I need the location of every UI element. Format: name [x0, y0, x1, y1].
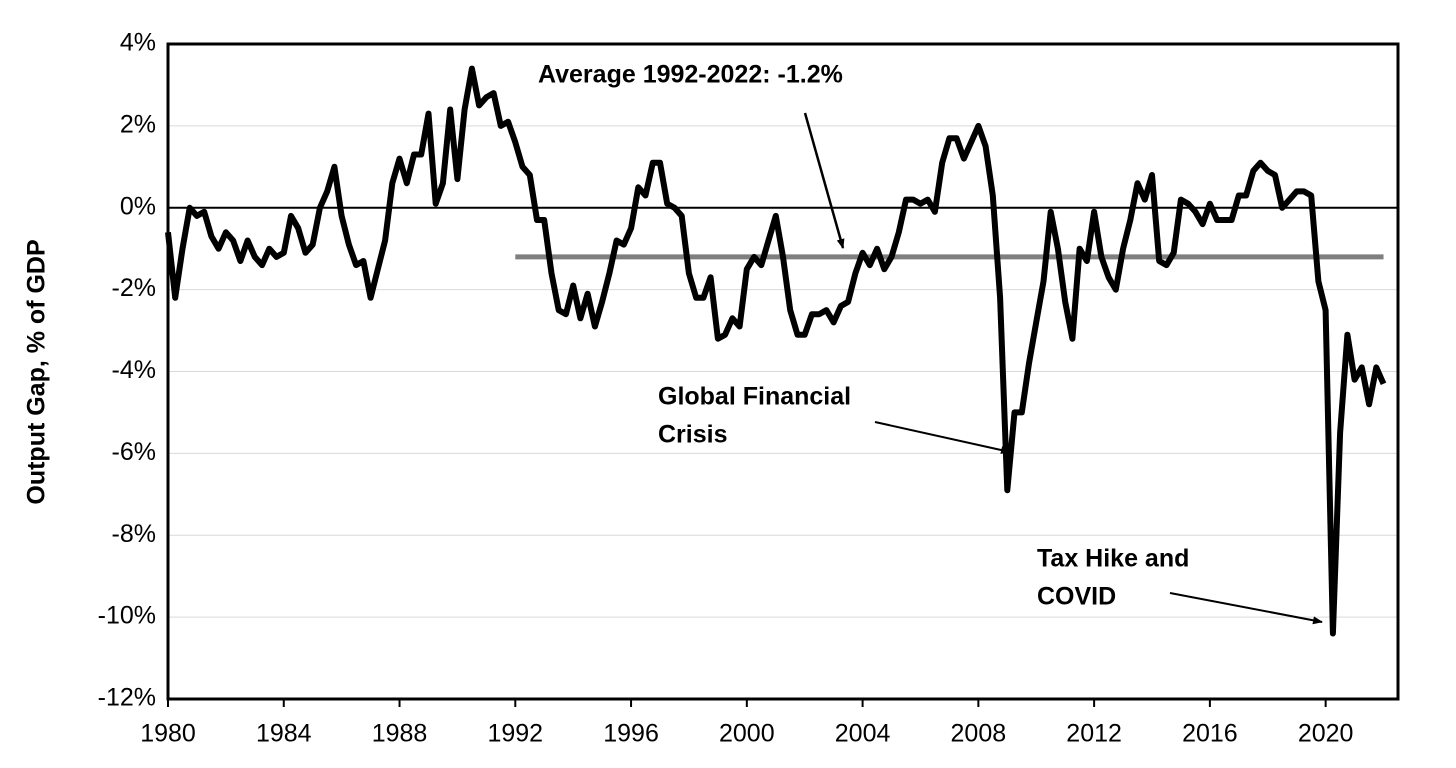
- y-tick-label: 2%: [120, 110, 156, 138]
- y-tick-label: 4%: [120, 29, 156, 57]
- x-tick-label: 2020: [1298, 720, 1354, 748]
- annotation: COVID: [1037, 583, 1116, 611]
- y-tick-label: -6%: [112, 438, 156, 466]
- x-tick-label: 2016: [1182, 720, 1238, 748]
- x-tick-label: 2008: [951, 720, 1007, 748]
- x-tick-label: 1984: [256, 720, 312, 748]
- annotation: Crisis: [658, 421, 727, 449]
- x-tick-label: 1988: [372, 720, 428, 748]
- arrow: [803, 112, 845, 249]
- x-tick-label: 1996: [603, 720, 659, 748]
- y-tick-label: -8%: [112, 520, 156, 548]
- x-tick-label: 2004: [835, 720, 891, 748]
- x-tick-label: 2000: [719, 720, 775, 748]
- arrow: [1169, 592, 1323, 625]
- x-tick-label: 1992: [487, 720, 543, 748]
- plot-frame: [166, 42, 1400, 701]
- x-tick-label: 2012: [1066, 720, 1122, 748]
- data-line: [165, 65, 1387, 637]
- annotation: Global Financial: [658, 383, 851, 411]
- annotation: Tax Hike and: [1037, 545, 1189, 573]
- y-axis-label: Output Gap, % of GDP: [23, 239, 51, 504]
- y-tick-label: -12%: [98, 684, 156, 712]
- y-tick-label: -10%: [98, 602, 156, 630]
- y-tick-label: 0%: [120, 192, 156, 220]
- annotation: Average 1992-2022: -1.2%: [538, 61, 843, 89]
- y-tick-label: -2%: [112, 274, 156, 302]
- x-tick-label: 1980: [140, 720, 196, 748]
- arrow: [874, 421, 1011, 454]
- y-tick-label: -4%: [112, 356, 156, 384]
